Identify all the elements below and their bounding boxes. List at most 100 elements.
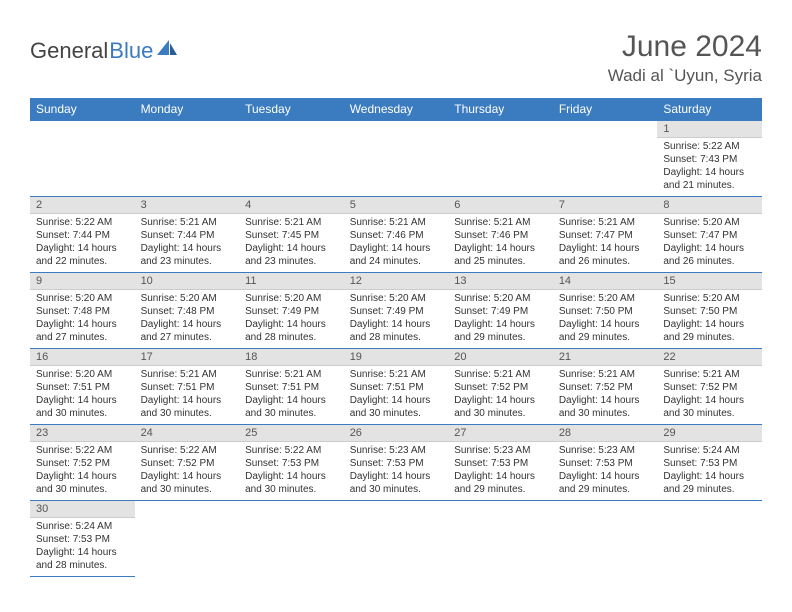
day-number: 20 (448, 349, 553, 366)
calendar-cell: 10Sunrise: 5:20 AMSunset: 7:48 PMDayligh… (135, 273, 240, 349)
day-number: 13 (448, 273, 553, 290)
day-number: 25 (239, 425, 344, 442)
calendar-cell: .. (135, 501, 240, 577)
weekday-header-row: SundayMondayTuesdayWednesdayThursdayFrid… (30, 98, 762, 121)
calendar-cell: 21Sunrise: 5:21 AMSunset: 7:52 PMDayligh… (553, 349, 658, 425)
day-details: Sunrise: 5:23 AMSunset: 7:53 PMDaylight:… (448, 442, 553, 500)
header: General Blue June 2024 Wadi al `Uyun, Sy… (30, 30, 762, 86)
calendar-cell: .. (135, 121, 240, 197)
day-details: Sunrise: 5:20 AMSunset: 7:50 PMDaylight:… (657, 290, 762, 348)
day-number: 29 (657, 425, 762, 442)
day-number: 24 (135, 425, 240, 442)
calendar-cell: 3Sunrise: 5:21 AMSunset: 7:44 PMDaylight… (135, 197, 240, 273)
weekday-header: Monday (135, 98, 240, 121)
day-details: Sunrise: 5:20 AMSunset: 7:49 PMDaylight:… (448, 290, 553, 348)
brand-logo: General Blue (30, 38, 179, 64)
day-number: 23 (30, 425, 135, 442)
calendar-cell: 8Sunrise: 5:20 AMSunset: 7:47 PMDaylight… (657, 197, 762, 273)
calendar-cell: 15Sunrise: 5:20 AMSunset: 7:50 PMDayligh… (657, 273, 762, 349)
day-number: 30 (30, 501, 135, 518)
calendar-cell: 19Sunrise: 5:21 AMSunset: 7:51 PMDayligh… (344, 349, 449, 425)
day-details: Sunrise: 5:21 AMSunset: 7:52 PMDaylight:… (657, 366, 762, 424)
day-details: Sunrise: 5:21 AMSunset: 7:52 PMDaylight:… (553, 366, 658, 424)
day-number: 1 (657, 121, 762, 138)
day-details: Sunrise: 5:21 AMSunset: 7:45 PMDaylight:… (239, 214, 344, 272)
calendar-cell: 13Sunrise: 5:20 AMSunset: 7:49 PMDayligh… (448, 273, 553, 349)
day-number: 28 (553, 425, 658, 442)
calendar-cell: 5Sunrise: 5:21 AMSunset: 7:46 PMDaylight… (344, 197, 449, 273)
day-number: 5 (344, 197, 449, 214)
day-number: 18 (239, 349, 344, 366)
day-number: 16 (30, 349, 135, 366)
day-details: Sunrise: 5:21 AMSunset: 7:47 PMDaylight:… (553, 214, 658, 272)
calendar-cell: 11Sunrise: 5:20 AMSunset: 7:49 PMDayligh… (239, 273, 344, 349)
calendar-cell: 27Sunrise: 5:23 AMSunset: 7:53 PMDayligh… (448, 425, 553, 501)
day-number: 2 (30, 197, 135, 214)
calendar-cell: 2Sunrise: 5:22 AMSunset: 7:44 PMDaylight… (30, 197, 135, 273)
day-number: 12 (344, 273, 449, 290)
calendar-cell: 6Sunrise: 5:21 AMSunset: 7:46 PMDaylight… (448, 197, 553, 273)
day-details: Sunrise: 5:21 AMSunset: 7:51 PMDaylight:… (135, 366, 240, 424)
calendar-cell: 9Sunrise: 5:20 AMSunset: 7:48 PMDaylight… (30, 273, 135, 349)
calendar-cell: 7Sunrise: 5:21 AMSunset: 7:47 PMDaylight… (553, 197, 658, 273)
day-details: Sunrise: 5:23 AMSunset: 7:53 PMDaylight:… (344, 442, 449, 500)
day-details: Sunrise: 5:21 AMSunset: 7:46 PMDaylight:… (344, 214, 449, 272)
day-details: Sunrise: 5:20 AMSunset: 7:47 PMDaylight:… (657, 214, 762, 272)
day-number: 6 (448, 197, 553, 214)
day-details: Sunrise: 5:22 AMSunset: 7:53 PMDaylight:… (239, 442, 344, 500)
calendar-cell: 17Sunrise: 5:21 AMSunset: 7:51 PMDayligh… (135, 349, 240, 425)
calendar-cell: 29Sunrise: 5:24 AMSunset: 7:53 PMDayligh… (657, 425, 762, 501)
day-details: Sunrise: 5:20 AMSunset: 7:48 PMDaylight:… (30, 290, 135, 348)
calendar-body: ............1Sunrise: 5:22 AMSunset: 7:4… (30, 121, 762, 577)
calendar-cell: .. (344, 121, 449, 197)
weekday-header: Saturday (657, 98, 762, 121)
day-number: 7 (553, 197, 658, 214)
calendar-cell: 12Sunrise: 5:20 AMSunset: 7:49 PMDayligh… (344, 273, 449, 349)
calendar-cell: 20Sunrise: 5:21 AMSunset: 7:52 PMDayligh… (448, 349, 553, 425)
day-number: 9 (30, 273, 135, 290)
weekday-header: Wednesday (344, 98, 449, 121)
day-details: Sunrise: 5:22 AMSunset: 7:52 PMDaylight:… (135, 442, 240, 500)
calendar-cell: 25Sunrise: 5:22 AMSunset: 7:53 PMDayligh… (239, 425, 344, 501)
day-number: 22 (657, 349, 762, 366)
day-details: Sunrise: 5:20 AMSunset: 7:50 PMDaylight:… (553, 290, 658, 348)
calendar-cell: 30Sunrise: 5:24 AMSunset: 7:53 PMDayligh… (30, 501, 135, 577)
day-number: 11 (239, 273, 344, 290)
calendar-cell: 24Sunrise: 5:22 AMSunset: 7:52 PMDayligh… (135, 425, 240, 501)
day-number: 15 (657, 273, 762, 290)
day-number: 3 (135, 197, 240, 214)
calendar-cell: .. (239, 501, 344, 577)
day-details: Sunrise: 5:22 AMSunset: 7:52 PMDaylight:… (30, 442, 135, 500)
calendar-cell: .. (30, 121, 135, 197)
day-number: 27 (448, 425, 553, 442)
calendar-cell: .. (344, 501, 449, 577)
day-details: Sunrise: 5:21 AMSunset: 7:44 PMDaylight:… (135, 214, 240, 272)
day-number: 4 (239, 197, 344, 214)
location: Wadi al `Uyun, Syria (608, 66, 762, 86)
day-details: Sunrise: 5:24 AMSunset: 7:53 PMDaylight:… (30, 518, 135, 576)
day-details: Sunrise: 5:20 AMSunset: 7:51 PMDaylight:… (30, 366, 135, 424)
day-details: Sunrise: 5:21 AMSunset: 7:46 PMDaylight:… (448, 214, 553, 272)
weekday-header: Tuesday (239, 98, 344, 121)
day-details: Sunrise: 5:21 AMSunset: 7:51 PMDaylight:… (239, 366, 344, 424)
calendar-cell: .. (553, 121, 658, 197)
month-title: June 2024 (608, 30, 762, 64)
day-details: Sunrise: 5:20 AMSunset: 7:48 PMDaylight:… (135, 290, 240, 348)
day-number: 14 (553, 273, 658, 290)
brand-part1: General (30, 38, 108, 64)
sail-icon (157, 40, 179, 63)
title-block: June 2024 Wadi al `Uyun, Syria (608, 30, 762, 86)
calendar-cell: 28Sunrise: 5:23 AMSunset: 7:53 PMDayligh… (553, 425, 658, 501)
day-number: 8 (657, 197, 762, 214)
day-number: 19 (344, 349, 449, 366)
day-number: 10 (135, 273, 240, 290)
calendar-cell: 1Sunrise: 5:22 AMSunset: 7:43 PMDaylight… (657, 121, 762, 197)
calendar-cell: 14Sunrise: 5:20 AMSunset: 7:50 PMDayligh… (553, 273, 658, 349)
day-details: Sunrise: 5:22 AMSunset: 7:43 PMDaylight:… (657, 138, 762, 196)
day-details: Sunrise: 5:22 AMSunset: 7:44 PMDaylight:… (30, 214, 135, 272)
calendar-cell: 23Sunrise: 5:22 AMSunset: 7:52 PMDayligh… (30, 425, 135, 501)
calendar-cell: 22Sunrise: 5:21 AMSunset: 7:52 PMDayligh… (657, 349, 762, 425)
day-details: Sunrise: 5:21 AMSunset: 7:51 PMDaylight:… (344, 366, 449, 424)
day-number: 17 (135, 349, 240, 366)
day-details: Sunrise: 5:23 AMSunset: 7:53 PMDaylight:… (553, 442, 658, 500)
